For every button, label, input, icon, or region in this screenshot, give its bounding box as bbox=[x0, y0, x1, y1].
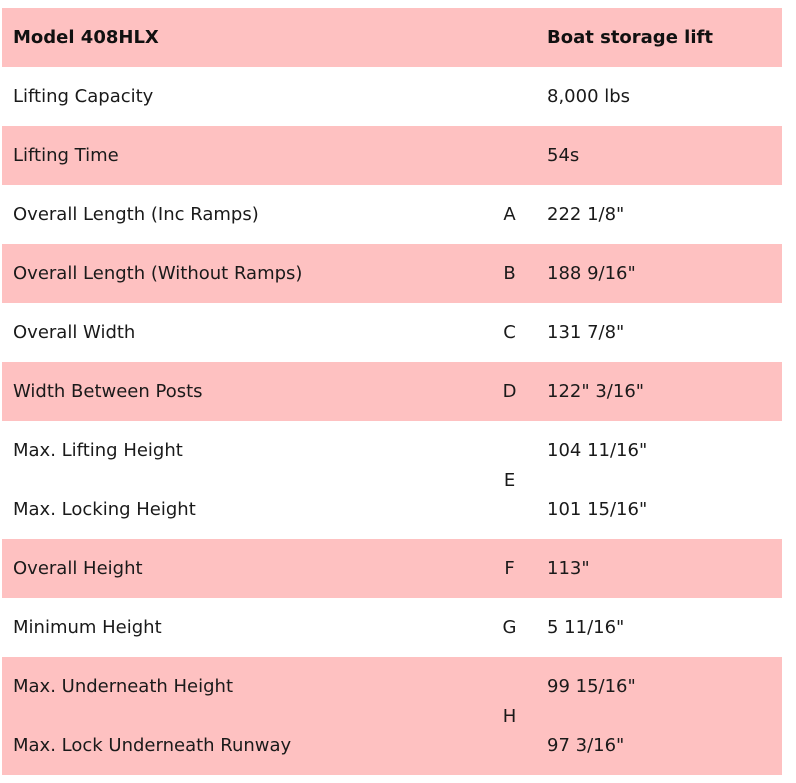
table-row: Max. Lock Underneath Runway 97 3/16" bbox=[2, 716, 782, 775]
spec-value: 131 7/8" bbox=[547, 322, 625, 343]
spec-key: A bbox=[503, 204, 516, 225]
spec-value: 5 11/16" bbox=[547, 617, 625, 638]
table-header-row: Model 408HLX Boat storage lift bbox=[2, 8, 782, 67]
spec-value: 188 9/16" bbox=[536, 244, 782, 303]
spec-label: Max. Underneath Height bbox=[2, 657, 483, 716]
spec-value: 222 1/8" bbox=[547, 204, 625, 225]
type-heading: Boat storage lift bbox=[536, 8, 782, 67]
spec-value: 54s bbox=[536, 126, 782, 185]
spec-key: F bbox=[483, 539, 536, 598]
spec-value: 122" 3/16" bbox=[536, 362, 782, 421]
spec-label: Overall Length (Without Ramps) bbox=[2, 244, 483, 303]
spec-key bbox=[483, 67, 536, 126]
table-row: Overall Length (Without Ramps) B 188 9/1… bbox=[2, 244, 782, 303]
table-row: Overall Height F 113" bbox=[2, 539, 782, 598]
spec-value: 104 11/16" bbox=[547, 440, 648, 461]
spec-label: Overall Width bbox=[13, 322, 136, 343]
model-heading: Model 408HLX bbox=[2, 8, 483, 67]
spec-key: C bbox=[503, 322, 516, 343]
spec-value: 8,000 lbs bbox=[547, 86, 631, 107]
table-row: Lifting Time 54s bbox=[2, 126, 782, 185]
spec-label: Lifting Capacity bbox=[13, 86, 154, 107]
spec-label: Minimum Height bbox=[13, 617, 162, 638]
table-row: Max. Underneath Height H 99 15/16" bbox=[2, 657, 782, 775]
spec-label: Width Between Posts bbox=[2, 362, 483, 421]
spec-value: 97 3/16" bbox=[536, 716, 782, 775]
spec-label: Lifting Time bbox=[2, 126, 483, 185]
spec-label: Max. Lifting Height bbox=[13, 440, 183, 461]
spec-key: E bbox=[503, 469, 516, 491]
spec-value: 99 15/16" bbox=[536, 657, 782, 716]
table-row: Minimum Height G 5 11/16" bbox=[2, 598, 782, 657]
table-row: Width Between Posts D 122" 3/16" bbox=[2, 362, 782, 421]
table-row: Lifting Capacity 8,000 lbs bbox=[2, 67, 782, 126]
table-row: Overall Width C 131 7/8" bbox=[2, 303, 782, 362]
spec-value: 101 15/16" bbox=[547, 499, 648, 520]
spec-label: Overall Height bbox=[2, 539, 483, 598]
table-row: Max. Locking Height 101 15/16" bbox=[2, 480, 782, 539]
spec-label: Overall Length (Inc Ramps) bbox=[13, 204, 259, 225]
specs-table: Model 408HLX Boat storage lift Lifting C… bbox=[2, 8, 782, 775]
spec-label: Max. Lock Underneath Runway bbox=[2, 716, 483, 775]
spec-key: G bbox=[502, 617, 517, 638]
spec-label: Max. Locking Height bbox=[13, 499, 196, 520]
table-row: Max. Lifting Height E 104 11/16" bbox=[2, 421, 782, 491]
table-row: Overall Length (Inc Ramps) A 222 1/8" bbox=[2, 185, 782, 244]
spec-key: B bbox=[483, 244, 536, 303]
spec-key: D bbox=[483, 362, 536, 421]
spec-key: H bbox=[483, 657, 536, 775]
spec-value: 113" bbox=[536, 539, 782, 598]
spec-key bbox=[483, 126, 536, 185]
